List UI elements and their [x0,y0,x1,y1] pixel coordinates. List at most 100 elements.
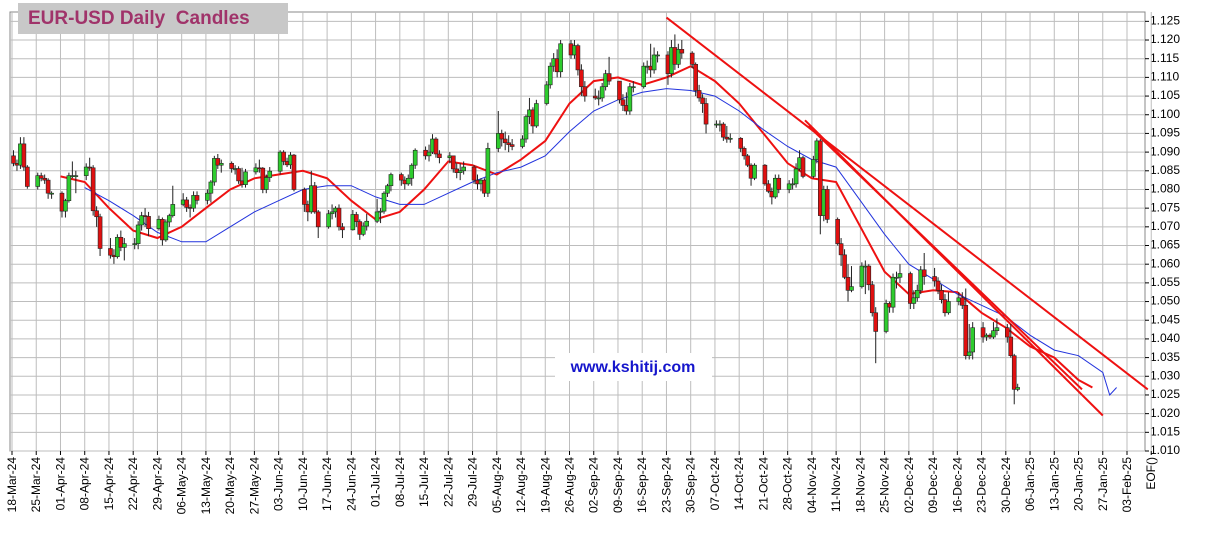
candle-body [703,103,709,125]
candle-body [811,159,816,177]
x-tick-label: 27-Jan-25 [1096,457,1110,511]
x-tick-label: 03-Jun-24 [272,457,286,511]
x-tick-label: 20-Jan-25 [1072,457,1086,511]
candle-body [38,175,44,179]
candle-body [405,177,411,185]
candle-body [894,276,899,279]
candle-body [776,177,782,190]
x-tick-label: 26-Aug-24 [563,457,577,513]
candle-body [302,189,307,205]
candle-body [579,69,584,88]
y-tick-label: 1.045 [1150,312,1180,326]
watermark: www.kshitij.com [570,359,696,376]
x-tick-label: 01-Apr-24 [53,457,67,511]
candle-body [25,166,30,187]
x-tick-label: 04-Nov-24 [805,457,819,513]
candle-body [679,49,685,54]
candle-body [959,297,965,306]
candle-body [800,157,806,177]
candle-body [921,269,927,277]
candle-body [205,192,210,201]
candle-body [45,179,51,194]
candle-body [866,265,872,286]
candle-body [689,52,695,65]
candle-body [741,148,747,157]
x-tick-label: 30-Sep-24 [684,457,698,513]
y-tick-label: 1.110 [1150,70,1179,84]
candle-body [627,86,633,112]
candle-body [932,276,937,282]
candle-body [66,175,72,201]
candle-body [360,225,366,235]
candle-body [544,84,550,104]
candle-body [63,200,68,212]
candle-body [946,301,951,314]
candle-body [506,142,511,145]
x-tick-label: 07-Oct-24 [708,457,722,511]
candle-body [766,183,771,192]
x-tick-label: 08-Jul-24 [393,457,407,507]
candle-body [437,153,442,159]
candle-body [790,183,795,186]
candle-body [118,236,124,248]
y-tick-label: 1.115 [1150,51,1179,65]
candle-body [970,327,975,353]
candle-body [849,286,854,291]
candle-body [935,280,941,291]
candle-body [939,290,944,300]
candle-body [291,154,297,190]
candle-body [845,276,851,291]
candle-body [617,80,622,101]
x-tick-label: 23-Dec-24 [975,457,989,513]
x-tick-label: 14-Oct-24 [732,457,746,511]
candle-body [312,185,318,213]
y-tick-label: 1.040 [1150,331,1180,345]
candle-body [883,303,889,332]
y-tick-label: 1.100 [1150,107,1180,121]
candle-body [108,248,113,256]
candle-body [191,195,196,209]
y-tick-label: 1.065 [1150,238,1180,252]
candle-body [499,133,505,140]
candle-body [139,215,144,226]
candle-body [208,181,214,194]
y-tick-label: 1.015 [1150,424,1180,438]
y-tick-label: 1.030 [1150,368,1180,382]
candle-body [721,123,726,138]
candle-body [350,214,356,231]
candle-body [835,219,840,244]
candle-body [914,290,920,299]
x-tick-label: 25-Nov-24 [878,457,892,513]
candle-body [21,143,27,168]
candle-body [793,168,799,185]
candle-body [378,210,383,213]
candle-body [818,140,823,216]
x-tick-label: 29-Apr-24 [150,457,164,511]
x-tick-label: 22-Apr-24 [126,457,140,511]
candle-body [873,312,879,332]
x-tick-label: 06-May-24 [175,457,189,515]
y-tick-label: 1.010 [1150,443,1180,457]
candle-body [745,155,750,166]
candle-body [838,243,844,256]
candle-body [980,327,986,338]
x-tick-label: 12-Aug-24 [514,457,528,513]
candle-body [122,243,127,248]
y-tick-label: 1.070 [1150,219,1180,233]
candle-body [824,189,830,220]
candle-body [90,167,96,212]
x-tick-label: 28-Oct-24 [781,457,795,511]
candle-body [1011,355,1017,390]
candle-body [11,155,16,164]
candle-body [1005,327,1010,338]
candle-body [1008,336,1014,357]
x-tick-label: 27-May-24 [247,457,261,515]
x-tick-label: 06-Jan-25 [1023,457,1037,511]
candle-body [184,199,189,208]
x-tick-label: 15-Jul-24 [417,457,431,507]
x-tick-label: 09-Sep-24 [611,457,625,513]
x-tick-label: 16-Dec-24 [950,457,964,513]
y-tick-label: 1.055 [1150,275,1180,289]
candle-body [135,224,141,244]
candle-body [381,192,387,212]
